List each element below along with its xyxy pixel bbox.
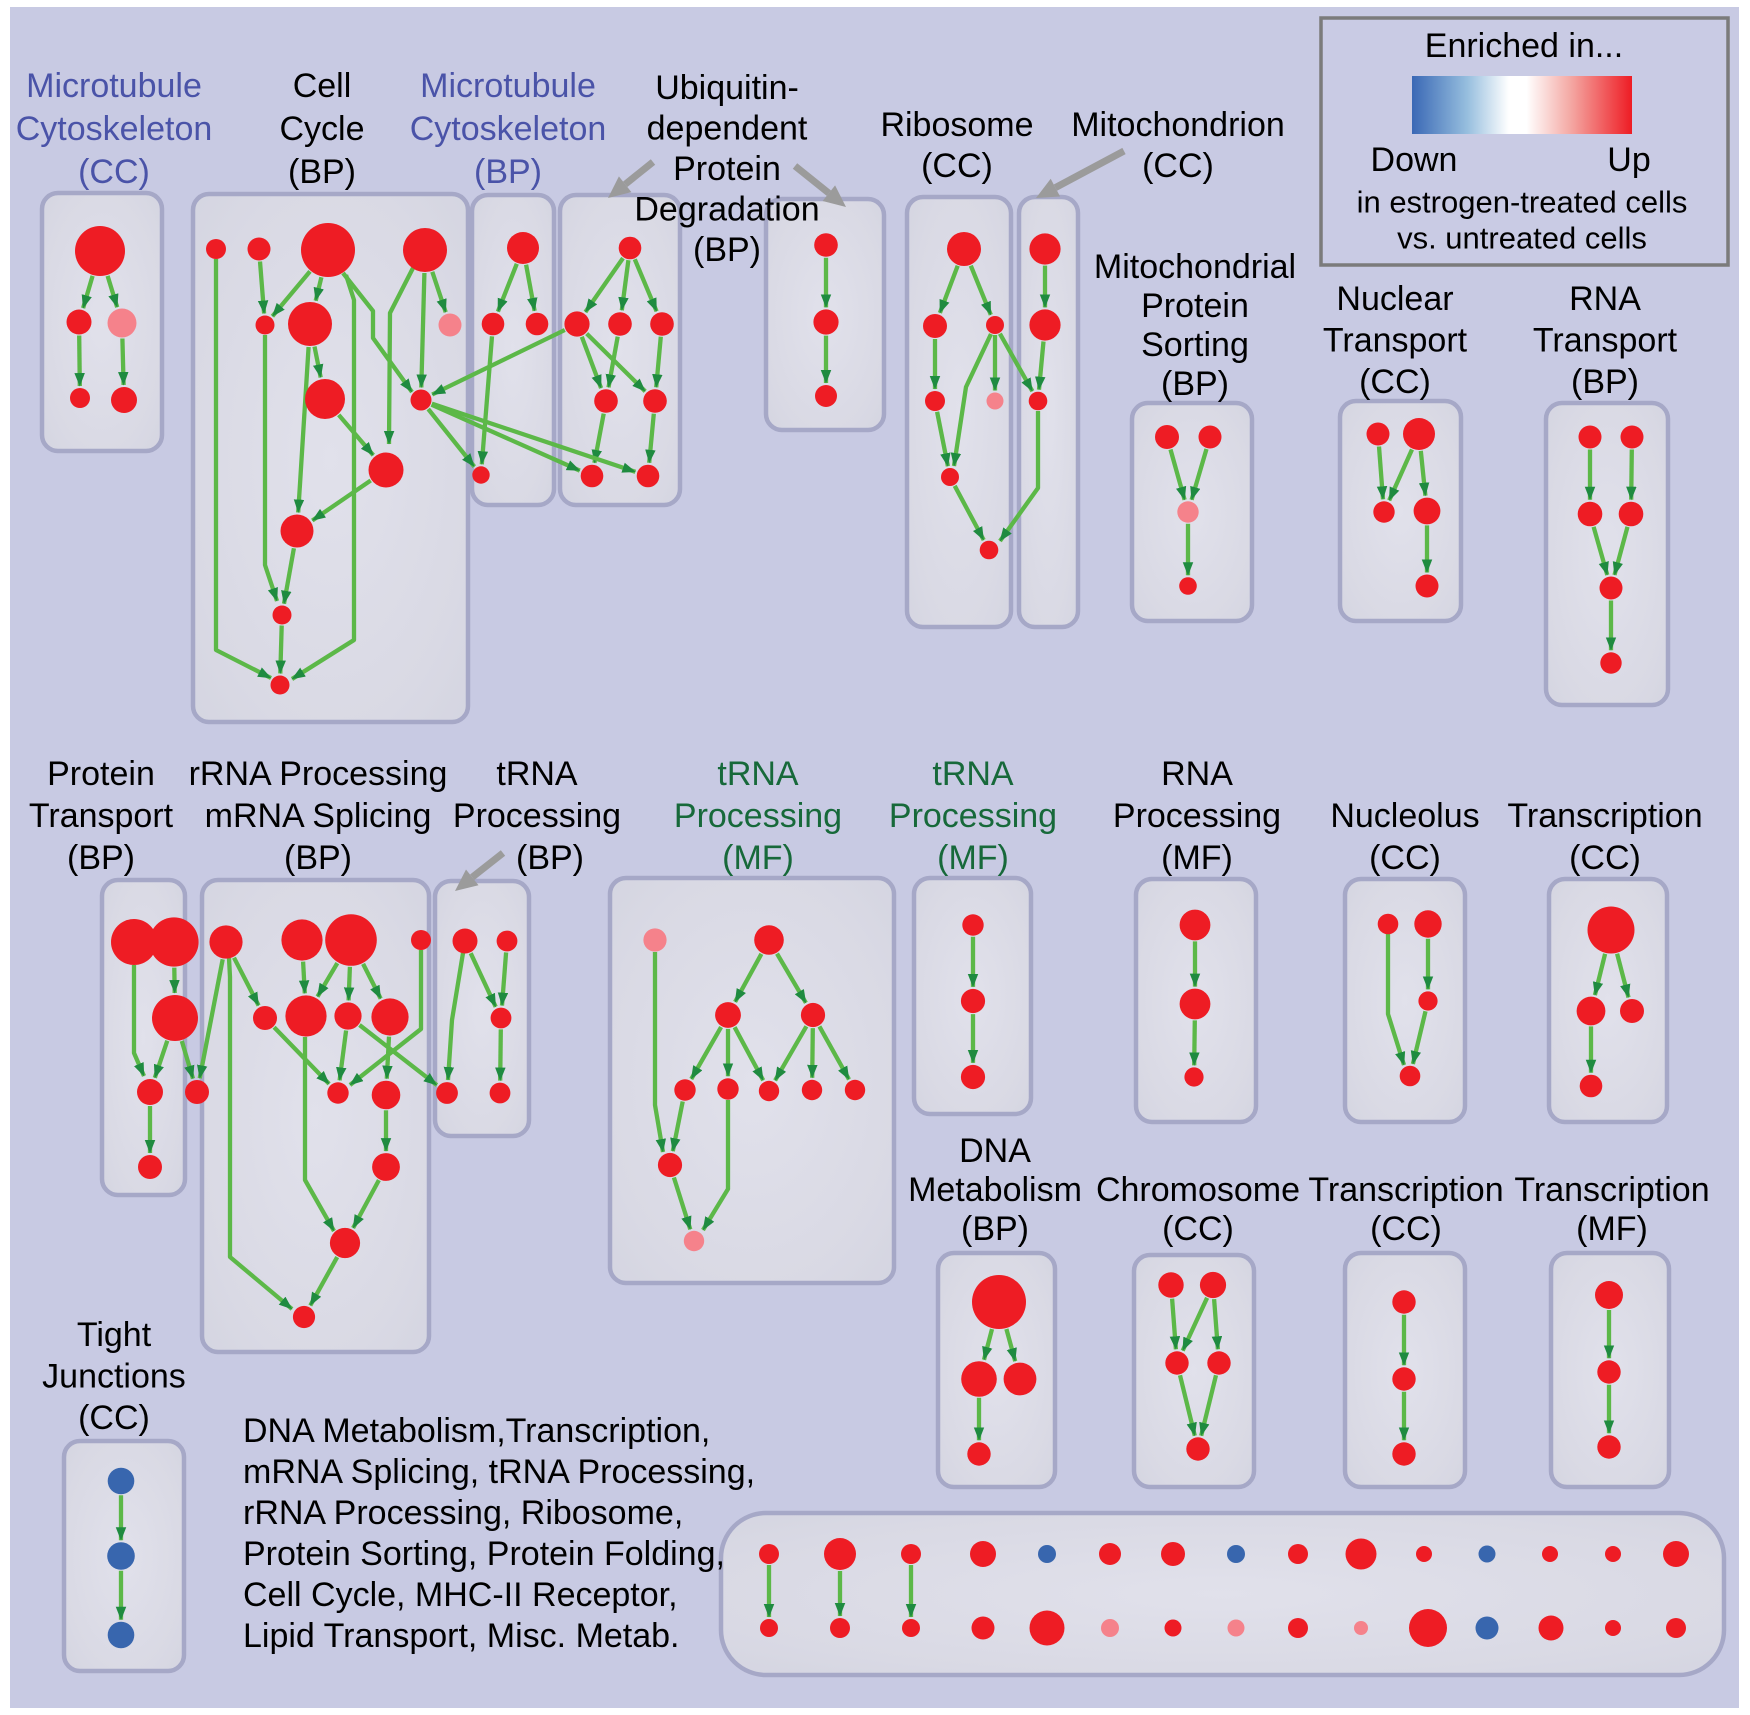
svg-text:(MF): (MF) [1161, 839, 1233, 877]
svg-text:DNA Metabolism,Transcription,: DNA Metabolism,Transcription, [243, 1412, 710, 1450]
svg-text:Transport: Transport [1323, 322, 1468, 360]
svg-text:Protein Sorting, Protein Foldi: Protein Sorting, Protein Folding, [243, 1535, 725, 1573]
svg-text:(CC): (CC) [1369, 839, 1441, 877]
svg-text:(MF): (MF) [937, 839, 1009, 877]
svg-text:Mitochondrial: Mitochondrial [1094, 248, 1296, 286]
svg-text:Lipid Transport, Misc. Metab.: Lipid Transport, Misc. Metab. [243, 1617, 680, 1655]
svg-text:(BP): (BP) [1161, 365, 1229, 403]
svg-text:Transcription: Transcription [1514, 1171, 1709, 1209]
svg-text:Chromosome: Chromosome [1096, 1171, 1300, 1209]
svg-text:(CC): (CC) [1162, 1210, 1234, 1248]
svg-text:RNA: RNA [1569, 280, 1641, 318]
svg-text:Metabolism: Metabolism [908, 1171, 1082, 1209]
svg-text:Nucleolus: Nucleolus [1330, 797, 1479, 835]
svg-text:(BP): (BP) [961, 1210, 1029, 1248]
svg-text:Protein: Protein [47, 755, 155, 793]
svg-text:(BP): (BP) [693, 231, 761, 269]
svg-text:tRNA: tRNA [717, 755, 799, 793]
svg-text:Enriched in...: Enriched in... [1425, 27, 1623, 65]
svg-text:RNA: RNA [1161, 755, 1233, 793]
svg-text:(BP): (BP) [1571, 363, 1639, 401]
svg-text:vs. untreated cells: vs. untreated cells [1397, 221, 1647, 256]
svg-text:Processing: Processing [674, 797, 842, 835]
svg-text:tRNA: tRNA [496, 755, 578, 793]
svg-text:Up: Up [1607, 141, 1650, 179]
svg-text:dependent: dependent [647, 110, 808, 148]
svg-text:(CC): (CC) [1359, 363, 1431, 401]
svg-text:Transport: Transport [1533, 322, 1678, 360]
svg-text:Protein: Protein [1141, 287, 1249, 325]
svg-text:Processing: Processing [453, 797, 621, 835]
svg-text:mRNA Splicing: mRNA Splicing [205, 797, 432, 835]
svg-text:rRNA Processing: rRNA Processing [189, 755, 448, 793]
svg-text:Ubiquitin-: Ubiquitin- [655, 69, 799, 107]
svg-text:Degradation: Degradation [634, 191, 819, 229]
svg-text:Cytoskeleton: Cytoskeleton [16, 110, 213, 148]
svg-text:Down: Down [1371, 141, 1458, 179]
svg-text:Ribosome: Ribosome [880, 106, 1033, 144]
svg-text:Cell Cycle, MHC-II Receptor,: Cell Cycle, MHC-II Receptor, [243, 1576, 678, 1614]
svg-text:(CC): (CC) [1569, 839, 1641, 877]
svg-text:Microtubule: Microtubule [420, 67, 596, 105]
svg-text:(MF): (MF) [722, 839, 794, 877]
svg-text:Nuclear: Nuclear [1336, 280, 1453, 318]
svg-text:Protein: Protein [673, 150, 781, 188]
svg-text:tRNA: tRNA [932, 755, 1014, 793]
svg-text:(BP): (BP) [284, 839, 352, 877]
svg-text:Processing: Processing [1113, 797, 1281, 835]
svg-text:(MF): (MF) [1576, 1210, 1648, 1248]
svg-text:(BP): (BP) [474, 153, 542, 191]
svg-text:(CC): (CC) [921, 147, 993, 185]
svg-text:(BP): (BP) [288, 153, 356, 191]
svg-text:Transcription: Transcription [1308, 1171, 1503, 1209]
svg-text:Microtubule: Microtubule [26, 67, 202, 105]
svg-text:Mitochondrion: Mitochondrion [1071, 106, 1285, 144]
svg-text:Tight: Tight [77, 1316, 152, 1354]
svg-text:(CC): (CC) [1370, 1210, 1442, 1248]
svg-text:in estrogen-treated cells: in estrogen-treated cells [1357, 185, 1688, 220]
svg-text:Transport: Transport [29, 797, 174, 835]
svg-text:Transcription: Transcription [1507, 797, 1702, 835]
svg-text:mRNA Splicing, tRNA Processing: mRNA Splicing, tRNA Processing, [243, 1453, 755, 1491]
svg-text:DNA: DNA [959, 1132, 1031, 1170]
svg-text:(CC): (CC) [1142, 147, 1214, 185]
svg-text:Cycle: Cycle [279, 110, 364, 148]
svg-text:(BP): (BP) [516, 839, 584, 877]
svg-text:Cell: Cell [293, 67, 352, 105]
svg-text:(CC): (CC) [78, 153, 150, 191]
svg-text:(CC): (CC) [78, 1399, 150, 1437]
svg-text:(BP): (BP) [67, 839, 135, 877]
svg-text:rRNA Processing, Ribosome,: rRNA Processing, Ribosome, [243, 1494, 683, 1532]
svg-text:Sorting: Sorting [1141, 326, 1249, 364]
svg-text:Processing: Processing [889, 797, 1057, 835]
svg-text:Cytoskeleton: Cytoskeleton [410, 110, 607, 148]
svg-text:Junctions: Junctions [42, 1358, 186, 1396]
